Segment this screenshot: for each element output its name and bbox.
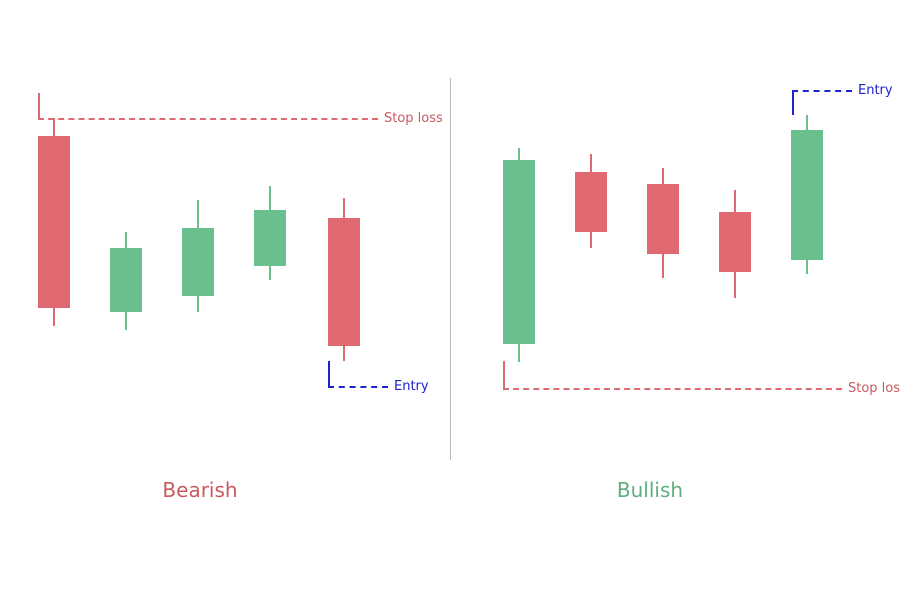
bearish_stoploss-label: Stop loss [384, 111, 443, 126]
bullish-candle-2-body [647, 184, 679, 254]
bullish-candle-4-body [791, 130, 823, 260]
title-bearish: Bearish [162, 478, 237, 502]
bearish_stoploss-tick [38, 93, 40, 118]
bullish_stoploss-label: Stop loss [848, 381, 900, 396]
panel-divider [450, 78, 451, 460]
bullish-candle-3-body [719, 212, 751, 272]
bearish-candle-0-body [38, 136, 70, 308]
bullish_entry-label: Entry [858, 83, 893, 98]
chart-stage: Stop loss Entry Stop loss Entry Bearish Bulli… [0, 0, 900, 600]
bearish_entry-dash [328, 386, 388, 388]
bullish_entry-tick [792, 90, 794, 115]
bearish_stoploss-dash [38, 118, 378, 120]
title-bullish: Bullish [617, 478, 683, 502]
bullish-candle-1-body [575, 172, 607, 232]
bullish-candle-0-body [503, 160, 535, 344]
bearish-candle-2-body [182, 228, 214, 296]
bullish_entry-dash [792, 90, 852, 92]
bullish_stoploss-tick [503, 361, 505, 388]
bearish-candle-1-body [110, 248, 142, 312]
bearish-candle-4-body [328, 218, 360, 346]
bearish_entry-tick [328, 361, 330, 386]
bearish_entry-label: Entry [394, 379, 429, 394]
bearish-candle-3-body [254, 210, 286, 266]
bullish_stoploss-dash [503, 388, 842, 390]
